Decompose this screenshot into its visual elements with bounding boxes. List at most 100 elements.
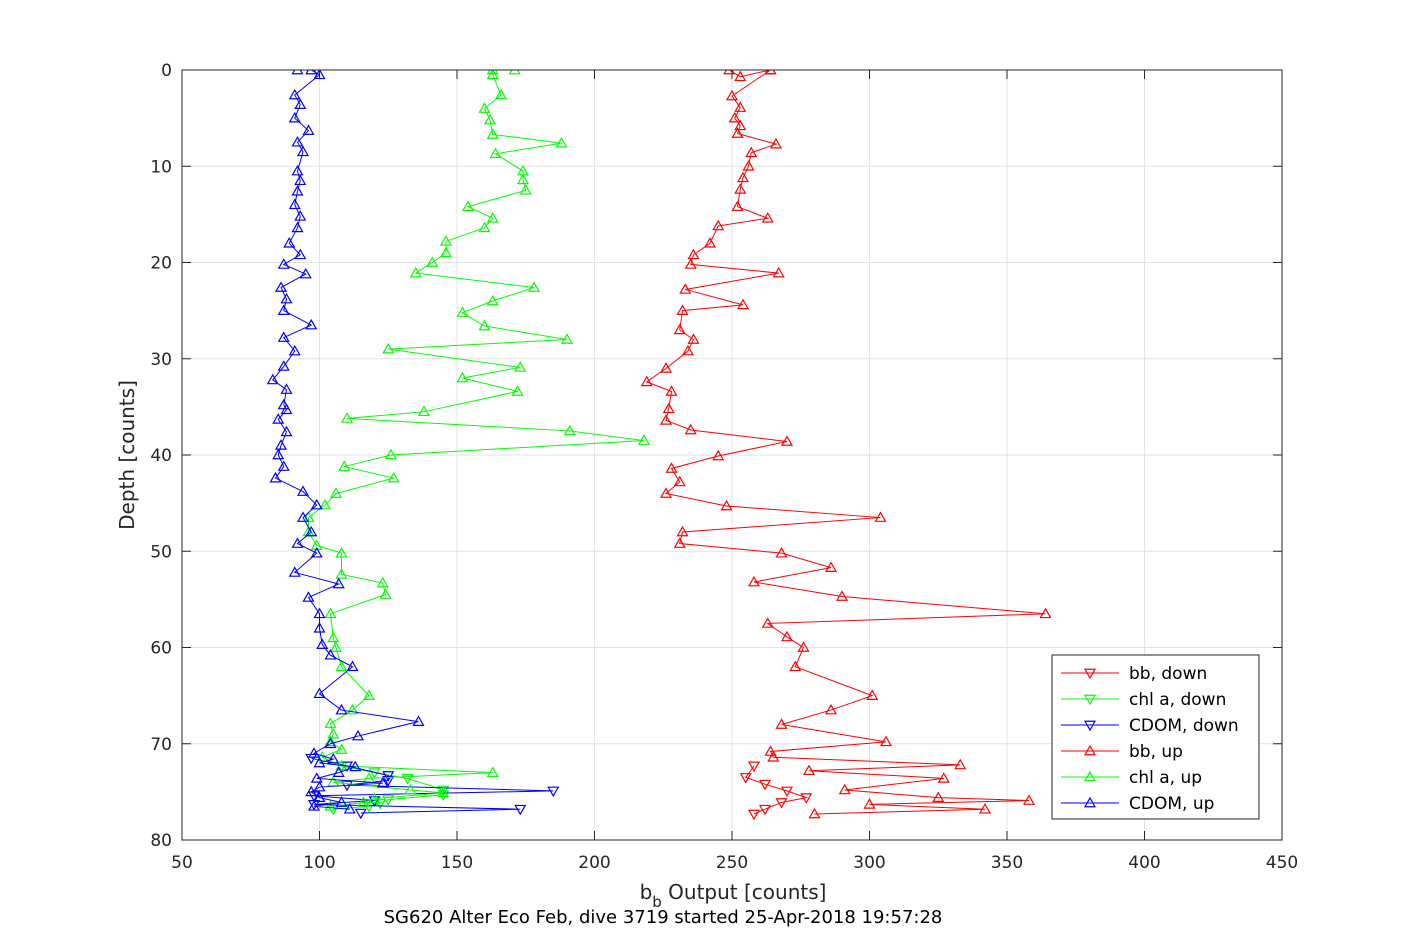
data-point — [676, 304, 689, 315]
data-point — [747, 809, 761, 821]
x-tick-label: 150 — [441, 853, 473, 873]
data-point — [291, 135, 304, 147]
data-point — [335, 660, 348, 672]
y-axis-label: Depth [counts] — [115, 380, 139, 530]
data-point — [640, 375, 653, 387]
data-point — [409, 266, 422, 278]
data-point — [313, 791, 326, 802]
data-point — [684, 423, 697, 435]
data-point — [379, 588, 392, 599]
data-point — [673, 475, 686, 487]
data-point — [712, 449, 725, 461]
data-point — [665, 385, 678, 396]
legend-label: bb, up — [1129, 742, 1183, 762]
data-point — [725, 89, 739, 101]
plot-series — [266, 70, 1052, 821]
data-point — [382, 342, 395, 354]
legend-swatch-marker — [1083, 694, 1097, 706]
data-point — [327, 631, 340, 643]
x-axis-label: bb Output [counts] — [640, 880, 827, 911]
data-point — [324, 648, 337, 660]
legend-swatch-marker — [1083, 744, 1097, 756]
data-point — [277, 258, 290, 269]
data-point — [277, 331, 290, 342]
data-point — [280, 425, 293, 437]
series-bb-up — [640, 70, 1052, 819]
data-point — [874, 511, 887, 522]
data-point — [362, 689, 376, 700]
data-point — [772, 266, 785, 278]
data-point — [775, 546, 788, 558]
data-point — [879, 735, 893, 747]
data-point — [324, 735, 337, 747]
data-point — [1022, 794, 1036, 805]
data-point — [294, 174, 307, 186]
data-point — [761, 212, 774, 223]
data-point — [937, 772, 950, 783]
legend-label: bb, down — [1129, 664, 1207, 684]
series-cdom-up — [266, 70, 425, 814]
data-point — [687, 248, 700, 260]
data-point — [291, 537, 304, 548]
data-point — [437, 790, 450, 801]
data-point — [866, 689, 879, 700]
data-point — [802, 764, 816, 776]
data-point — [527, 281, 541, 292]
data-point — [764, 70, 777, 75]
series-line — [744, 765, 809, 815]
data-point — [313, 607, 326, 619]
data-point — [486, 294, 499, 306]
data-point — [417, 405, 431, 417]
data-point — [351, 729, 365, 741]
y-tick-label: 70 — [150, 735, 172, 755]
legend-entry: chl a, down — [1061, 690, 1226, 710]
data-point — [296, 485, 310, 496]
data-point — [478, 221, 491, 233]
data-point — [294, 248, 307, 260]
data-point — [296, 145, 310, 157]
data-point — [720, 499, 733, 511]
series-bb-down — [739, 761, 813, 821]
data-point — [335, 743, 348, 754]
data-point — [439, 246, 453, 258]
legend-swatch-marker — [1083, 720, 1097, 732]
data-point — [382, 795, 395, 806]
data-point — [404, 783, 417, 795]
data-point — [736, 298, 750, 310]
data-point — [514, 804, 527, 816]
data-point — [676, 525, 689, 537]
data-point — [280, 383, 293, 394]
data-point — [547, 786, 560, 798]
data-point — [291, 70, 304, 75]
data-point — [357, 796, 370, 807]
data-point — [775, 718, 788, 729]
data-point — [307, 747, 321, 758]
data-point — [269, 471, 282, 483]
data-point — [508, 70, 521, 75]
data-point — [483, 113, 497, 125]
data-point — [758, 779, 772, 791]
data-point — [560, 333, 574, 344]
data-point — [277, 360, 290, 371]
data-point — [338, 460, 351, 471]
data-point — [324, 717, 337, 728]
data-point — [739, 773, 752, 784]
data-point — [305, 753, 318, 765]
data-point — [511, 385, 524, 396]
data-point — [745, 146, 758, 158]
data-point — [305, 525, 318, 537]
data-point — [978, 802, 992, 814]
data-point — [384, 448, 398, 460]
x-tick-label: 200 — [578, 853, 610, 873]
legend-entry: CDOM, up — [1061, 794, 1214, 814]
data-point — [332, 577, 345, 589]
y-tick-label: 20 — [150, 254, 172, 274]
data-point — [299, 267, 312, 279]
data-point — [800, 793, 813, 804]
data-point — [343, 802, 356, 814]
data-point — [329, 487, 343, 498]
data-point — [294, 210, 307, 221]
data-point — [437, 786, 450, 798]
data-point — [272, 413, 285, 424]
data-point — [703, 237, 717, 248]
